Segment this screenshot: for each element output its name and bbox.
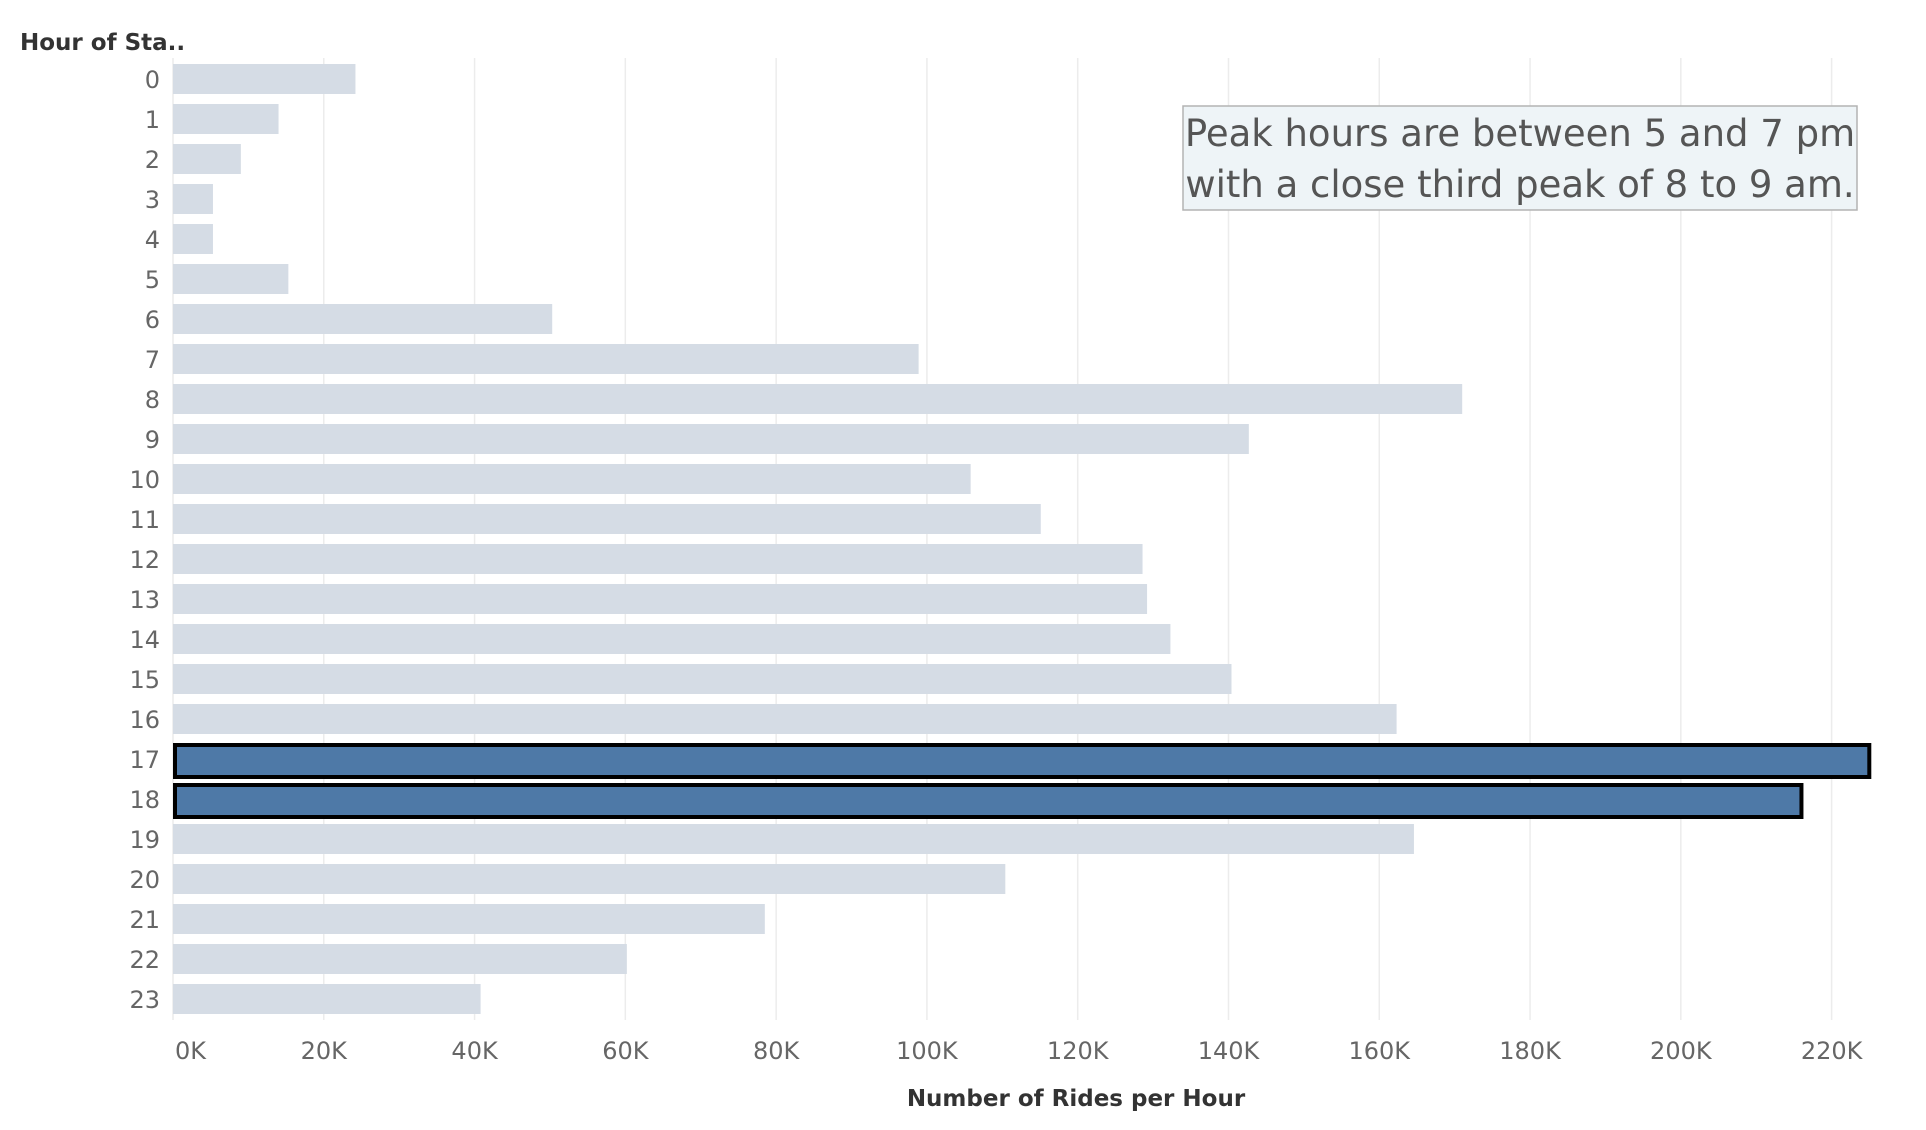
bar-layer	[173, 64, 1872, 1014]
bar-hour-22[interactable]	[173, 944, 627, 974]
bar-hour-2[interactable]	[173, 144, 241, 174]
bar-hour-6[interactable]	[173, 304, 553, 334]
bar-hour-10[interactable]	[173, 464, 971, 494]
category-label: 12	[129, 546, 160, 574]
x-tick-label: 220K	[1801, 1037, 1864, 1065]
bar-hour-14[interactable]	[173, 624, 1171, 654]
bar-hour-16[interactable]	[173, 704, 1397, 734]
x-tick-label: 0K	[175, 1037, 207, 1065]
category-label: 14	[129, 626, 160, 654]
category-label: 6	[145, 306, 160, 334]
bar-hour-15[interactable]	[173, 664, 1232, 694]
category-label: 21	[129, 906, 160, 934]
category-label: 0	[145, 66, 160, 94]
bar-hour-11[interactable]	[173, 504, 1041, 534]
bar-hour-9[interactable]	[173, 424, 1249, 454]
category-label: 19	[129, 826, 160, 854]
grid-layer	[172, 58, 1833, 1020]
category-label: 16	[129, 706, 160, 734]
bar-hour-13[interactable]	[173, 584, 1148, 614]
annotation-line-2: with a close third peak of 8 to 9 am.	[1185, 163, 1854, 206]
category-label: 22	[129, 946, 160, 974]
category-label: 8	[145, 386, 160, 414]
category-label: 2	[145, 146, 160, 174]
bar-hour-18[interactable]	[173, 783, 1804, 819]
x-tick-label: 80K	[753, 1037, 801, 1065]
x-tick-label: 40K	[451, 1037, 499, 1065]
annotation-box: Peak hours are between 5 and 7 pm with a…	[1182, 105, 1858, 211]
x-tick-label: 160K	[1348, 1037, 1411, 1065]
category-label: 9	[145, 426, 160, 454]
bar-hour-4[interactable]	[173, 224, 213, 254]
bar-hour-23[interactable]	[173, 984, 481, 1014]
annotation-background	[1182, 105, 1858, 211]
x-tick-label: 180K	[1499, 1037, 1562, 1065]
annotation-line-1: Peak hours are between 5 and 7 pm	[1185, 112, 1855, 155]
x-tick-label: 140K	[1198, 1037, 1261, 1065]
bar-hour-19[interactable]	[173, 824, 1414, 854]
x-tick-label: 120K	[1047, 1037, 1110, 1065]
bar-hour-8[interactable]	[173, 384, 1463, 414]
bar-hour-17[interactable]	[173, 743, 1872, 779]
category-label: 10	[129, 466, 160, 494]
category-label: 4	[145, 226, 160, 254]
bar-hour-3[interactable]	[173, 184, 213, 214]
category-label: 15	[129, 666, 160, 694]
category-label: 23	[129, 986, 160, 1014]
label-layer: 0K 20K 40K 60K 80K 100K 120K 140K 160K 180K 200K 22…	[129, 66, 1863, 1065]
category-label: 1	[145, 106, 160, 134]
x-tick-label: 20K	[301, 1037, 349, 1065]
x-axis-title: Number of Rides per Hour	[907, 1086, 1246, 1112]
bar-hour-12[interactable]	[173, 544, 1143, 574]
category-label: 13	[129, 586, 160, 614]
row-header: Hour of Sta..	[20, 30, 185, 56]
x-tick-label: 200K	[1650, 1037, 1713, 1065]
category-label: 18	[129, 786, 160, 814]
bar-hour-0[interactable]	[173, 64, 356, 94]
x-tick-label: 100K	[896, 1037, 959, 1065]
bar-hour-7[interactable]	[173, 344, 919, 374]
bar-hour-1[interactable]	[173, 104, 279, 134]
bar-hour-20[interactable]	[173, 864, 1006, 894]
category-label: 5	[145, 266, 160, 294]
category-label: 7	[145, 346, 160, 374]
category-label: 17	[129, 746, 160, 774]
bar-hour-5[interactable]	[173, 264, 289, 294]
x-tick-label: 60K	[602, 1037, 650, 1065]
category-label: 20	[129, 866, 160, 894]
category-label: 3	[145, 186, 160, 214]
bar-hour-21[interactable]	[173, 904, 765, 934]
category-label: 11	[129, 506, 160, 534]
